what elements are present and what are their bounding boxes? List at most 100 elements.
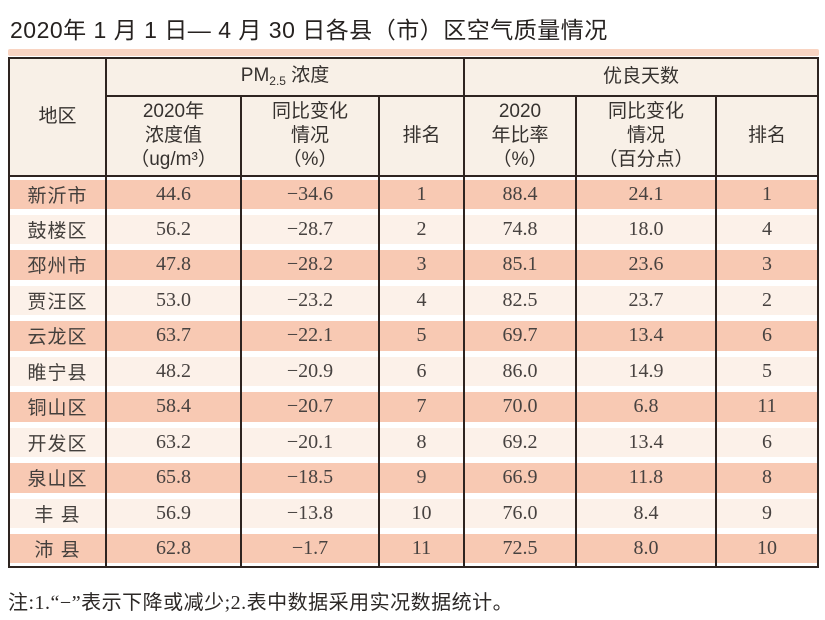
good-change-cell: 6.8 (575, 389, 718, 425)
good-rank-cell: 2 (715, 282, 820, 318)
table-row: 睢宁县 48.2 −20.9 6 86.0 14.9 5 (8, 353, 820, 389)
table-row: 开发区 63.2 −20.1 8 69.2 13.4 6 (8, 424, 820, 460)
good-rate-cell: 69.2 (463, 424, 578, 460)
pm-value-cell: 56.9 (105, 495, 242, 531)
good-rank-cell: 10 (715, 531, 820, 567)
header-good-change: 同比变化 情况 （百分点） (575, 95, 718, 177)
air-quality-table: 地区 PM2.5 浓度 优良天数 2020年 浓度值 （ug/m³） 同比变化 … (8, 57, 820, 568)
good-change-cell: 13.4 (575, 318, 718, 354)
good-rate-cell: 72.5 (463, 531, 578, 567)
header-pm-change: 同比变化 情况 （%） (240, 95, 380, 177)
region-cell: 云龙区 (8, 318, 107, 354)
good-rank-cell: 4 (715, 211, 820, 247)
pm-rank-cell: 10 (377, 495, 466, 531)
pm-rank-cell: 6 (377, 353, 466, 389)
pm-value-cell: 63.7 (105, 318, 242, 354)
good-rank-cell: 8 (715, 460, 820, 496)
pm-change-cell: −18.5 (240, 460, 380, 496)
table-row: 鼓楼区 56.2 −28.7 2 74.8 18.0 4 (8, 211, 820, 247)
pm-rank-cell: 2 (377, 211, 466, 247)
good-change-cell: 23.6 (575, 247, 718, 283)
good-rank-cell: 6 (715, 318, 820, 354)
pm-change-cell: −28.7 (240, 211, 380, 247)
pm-value-cell: 56.2 (105, 211, 242, 247)
table-row: 泉山区 65.8 −18.5 9 66.9 11.8 8 (8, 460, 820, 496)
pm-change-cell: −1.7 (240, 531, 380, 567)
good-rate-cell: 88.4 (463, 176, 578, 212)
pm25-subscript: 2.5 (269, 74, 286, 89)
good-rate-cell: 76.0 (463, 495, 578, 531)
table-body: 新沂市 44.6 −34.6 1 88.4 24.1 1 鼓楼区 56.2 −2… (8, 176, 820, 567)
header-pm-rank: 排名 (377, 95, 466, 177)
good-change-cell: 13.4 (575, 424, 718, 460)
table-header: 地区 PM2.5 浓度 优良天数 2020年 浓度值 （ug/m³） 同比变化 … (8, 57, 820, 177)
good-rate-cell: 86.0 (463, 353, 578, 389)
good-change-cell: 11.8 (575, 460, 718, 496)
header-group-row: 地区 PM2.5 浓度 优良天数 (8, 57, 820, 177)
header-group-pm25: PM2.5 浓度 (104, 57, 466, 97)
table-row: 丰 县 56.9 −13.8 10 76.0 8.4 9 (8, 495, 820, 531)
pm-value-cell: 62.8 (105, 531, 242, 567)
region-cell: 泉山区 (8, 460, 107, 496)
good-rate-cell: 85.1 (463, 247, 578, 283)
pm-change-cell: −20.9 (240, 353, 380, 389)
table-row: 沛 县 62.8 −1.7 11 72.5 8.0 10 (8, 531, 820, 567)
good-rate-cell: 70.0 (463, 389, 578, 425)
region-cell: 鼓楼区 (8, 211, 107, 247)
page-title: 2020年 1 月 1 日— 4 月 30 日各县（市）区空气质量情况 (10, 17, 608, 43)
pm-rank-cell: 7 (377, 389, 466, 425)
pm-change-cell: −34.6 (240, 176, 380, 212)
good-rank-cell: 11 (715, 389, 820, 425)
accent-strip (8, 49, 819, 56)
good-change-cell: 23.7 (575, 282, 718, 318)
region-cell: 沛 县 (8, 531, 107, 567)
region-cell: 贾汪区 (8, 282, 107, 318)
pm-change-cell: −20.7 (240, 389, 380, 425)
pm-rank-cell: 4 (377, 282, 466, 318)
region-cell: 睢宁县 (8, 353, 107, 389)
pm-change-cell: −20.1 (240, 424, 380, 460)
table-row: 铜山区 58.4 −20.7 7 70.0 6.8 11 (8, 389, 820, 425)
region-cell: 新沂市 (8, 176, 107, 212)
good-change-cell: 14.9 (575, 353, 718, 389)
table-row: 邳州市 47.8 −28.2 3 85.1 23.6 3 (8, 247, 820, 283)
region-cell: 丰 县 (8, 495, 107, 531)
good-rank-cell: 3 (715, 247, 820, 283)
pm-value-cell: 53.0 (105, 282, 242, 318)
region-cell: 铜山区 (8, 389, 107, 425)
pm-change-cell: −23.2 (240, 282, 380, 318)
good-rank-cell: 9 (715, 495, 820, 531)
good-rank-cell: 6 (715, 424, 820, 460)
pm-rank-cell: 3 (377, 247, 466, 283)
pm-value-cell: 44.6 (105, 176, 242, 212)
header-group-good-days: 优良天数 (463, 57, 820, 97)
header-sub-row: 2020年 浓度值 （ug/m³） 同比变化 情况 （%） 排名 2020 年比… (9, 95, 820, 177)
pm-rank-cell: 1 (377, 176, 466, 212)
table-row: 新沂市 44.6 −34.6 1 88.4 24.1 1 (8, 176, 820, 212)
pm-change-cell: −13.8 (240, 495, 380, 531)
pm-change-cell: −22.1 (240, 318, 380, 354)
good-rank-cell: 1 (715, 176, 820, 212)
good-rank-cell: 5 (715, 353, 820, 389)
pm-value-cell: 65.8 (105, 460, 242, 496)
good-rate-cell: 82.5 (463, 282, 578, 318)
pm-rank-cell: 9 (377, 460, 466, 496)
good-change-cell: 8.0 (575, 531, 718, 567)
header-good-rank: 排名 (715, 95, 820, 177)
pm-rank-cell: 5 (377, 318, 466, 354)
header-region: 地区 (8, 57, 107, 177)
good-change-cell: 8.4 (575, 495, 718, 531)
pm-value-cell: 47.8 (105, 247, 242, 283)
pm25-label: PM2.5 浓度 (240, 65, 330, 89)
table-row: 云龙区 63.7 −22.1 5 69.7 13.4 6 (8, 318, 820, 354)
good-rate-cell: 66.9 (463, 460, 578, 496)
good-change-cell: 18.0 (575, 211, 718, 247)
region-cell: 邳州市 (8, 247, 107, 283)
header-good-rate: 2020 年比率 （%） (463, 95, 578, 177)
pm-rank-cell: 8 (377, 424, 466, 460)
good-change-cell: 24.1 (575, 176, 718, 212)
table-row: 贾汪区 53.0 −23.2 4 82.5 23.7 2 (8, 282, 820, 318)
header-pm-value: 2020年 浓度值 （ug/m³） (105, 95, 242, 177)
region-cell: 开发区 (8, 424, 107, 460)
pm-value-cell: 48.2 (105, 353, 242, 389)
